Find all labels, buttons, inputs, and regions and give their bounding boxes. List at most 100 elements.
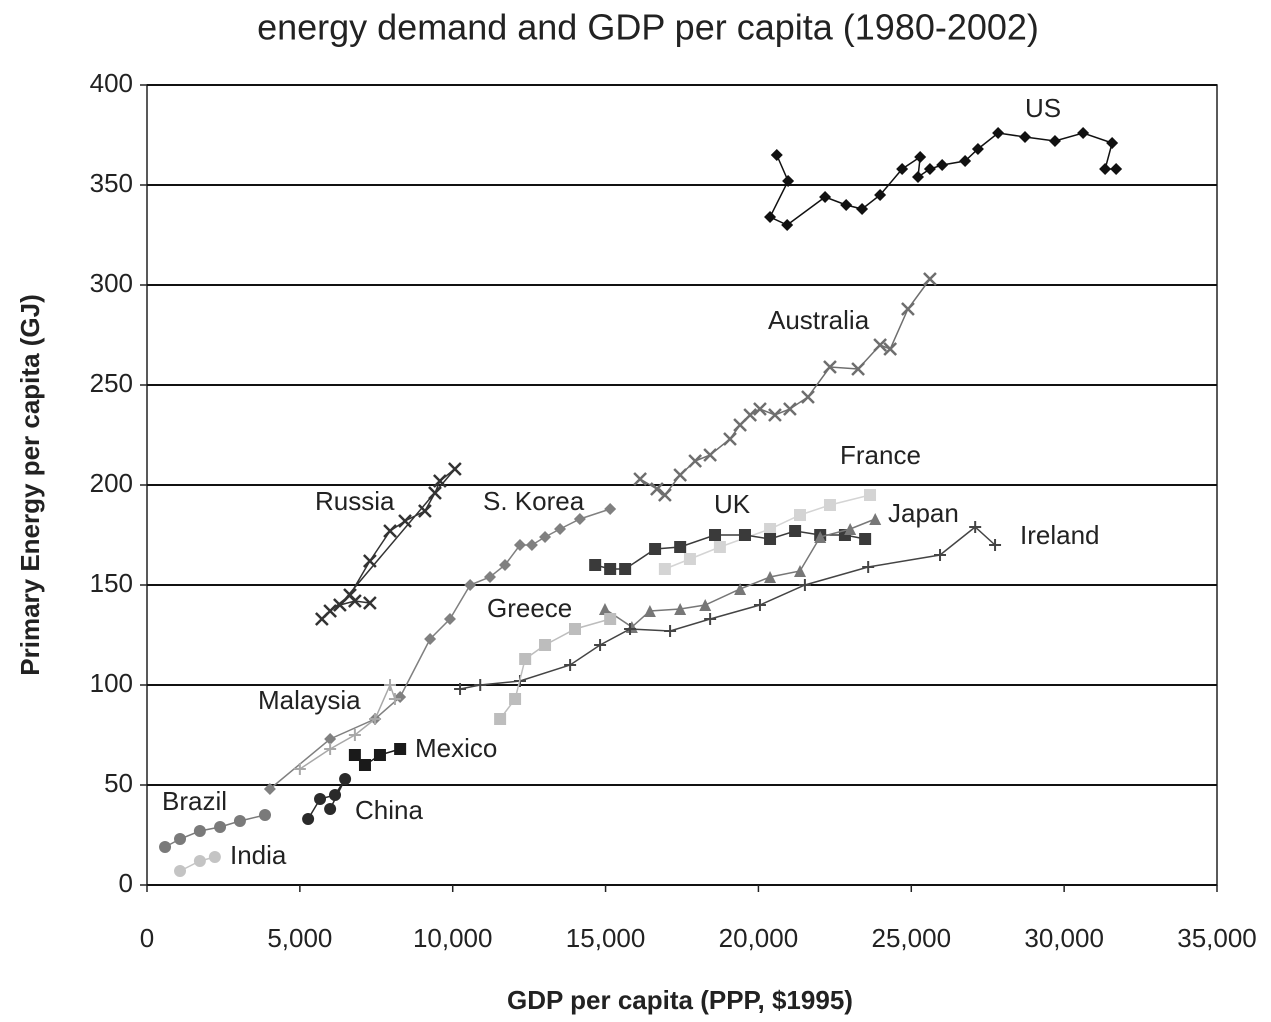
x-tick-label: 25,000: [872, 923, 952, 953]
data-point: [564, 659, 577, 671]
data-point: [619, 563, 632, 575]
data-point: [923, 272, 937, 286]
data-point: [362, 554, 377, 568]
data-point: [883, 342, 898, 356]
data-point: [934, 549, 947, 561]
data-point: [362, 596, 377, 610]
data-point: [896, 163, 909, 175]
x-tick-label: 0: [140, 923, 154, 953]
data-point: [789, 525, 802, 537]
data-point: [864, 489, 877, 501]
data-point: [373, 749, 386, 761]
data-point: [174, 865, 187, 877]
series-label: Malaysia: [258, 685, 361, 715]
data-point: [851, 362, 865, 376]
series-line: [459, 526, 996, 690]
data-point: [914, 151, 927, 163]
data-point: [193, 825, 206, 837]
data-point: [418, 504, 432, 518]
chart-title: energy demand and GDP per capita (1980-2…: [257, 7, 1039, 48]
data-point: [509, 693, 522, 705]
data-point: [1048, 135, 1061, 147]
x-tick-label: 10,000: [413, 923, 493, 953]
series-label: Japan: [888, 498, 959, 528]
data-point: [794, 509, 807, 521]
data-point: [383, 524, 397, 538]
series-line: [769, 132, 1117, 226]
x-tick-label: 15,000: [566, 923, 646, 953]
data-point: [794, 565, 807, 577]
data-point: [324, 803, 337, 815]
data-point: [369, 713, 382, 725]
data-point: [302, 813, 315, 825]
data-point: [394, 743, 407, 755]
series-label: UK: [714, 489, 751, 519]
data-point: [782, 175, 795, 187]
series-label: Australia: [768, 305, 870, 335]
data-point: [643, 605, 656, 617]
data-point: [862, 561, 875, 573]
data-point: [633, 472, 648, 486]
data-point: [388, 693, 401, 705]
x-tick-label: 5,000: [267, 923, 332, 953]
data-point: [513, 539, 526, 551]
data-point: [259, 809, 272, 821]
data-point: [498, 559, 511, 571]
data-point: [770, 149, 783, 161]
data-point: [874, 189, 887, 201]
data-point: [969, 521, 982, 533]
data-point: [814, 531, 827, 543]
data-point: [443, 613, 456, 625]
data-point: [768, 408, 782, 422]
data-point: [494, 713, 507, 725]
y-tick-label: 150: [90, 568, 133, 598]
data-point: [873, 338, 887, 352]
data-point: [539, 639, 552, 651]
data-point: [664, 625, 677, 637]
data-point: [674, 541, 687, 553]
y-tick-label: 250: [90, 368, 133, 398]
data-point: [658, 563, 671, 575]
data-point: [753, 599, 766, 611]
data-point: [764, 523, 777, 535]
data-point: [1077, 127, 1090, 139]
data-point: [594, 639, 607, 651]
data-point: [733, 418, 747, 432]
data-point: [704, 613, 717, 625]
x-tick-label: 35,000: [1177, 923, 1257, 953]
data-point: [723, 432, 737, 446]
data-point: [293, 763, 306, 775]
data-point: [358, 759, 371, 771]
series-label: India: [230, 840, 287, 870]
data-point: [604, 563, 617, 575]
data-point: [764, 211, 777, 223]
data-point: [589, 559, 602, 571]
data-point: [519, 653, 532, 665]
data-point: [323, 604, 338, 618]
y-tick-label: 350: [90, 168, 133, 198]
y-tick-label: 400: [90, 68, 133, 98]
data-point: [992, 127, 1005, 139]
data-point: [764, 571, 777, 583]
data-point: [683, 553, 696, 565]
data-point: [398, 514, 412, 528]
data-point: [604, 503, 617, 515]
data-point: [624, 623, 637, 635]
data-point: [1110, 163, 1123, 175]
data-point: [657, 488, 672, 502]
x-tick-label: 20,000: [719, 923, 799, 953]
data-point: [539, 531, 552, 543]
data-point: [783, 402, 797, 416]
data-point: [1099, 163, 1112, 175]
data-point: [912, 171, 925, 183]
data-point: [699, 599, 712, 611]
data-point: [936, 159, 949, 171]
data-point: [208, 851, 221, 863]
series-label: Ireland: [1020, 520, 1100, 550]
data-point: [428, 486, 442, 500]
x-tick-label: 30,000: [1024, 923, 1104, 953]
data-point: [573, 513, 586, 525]
series-label: Greece: [487, 593, 572, 623]
data-point: [650, 482, 664, 496]
data-point: [923, 163, 936, 175]
